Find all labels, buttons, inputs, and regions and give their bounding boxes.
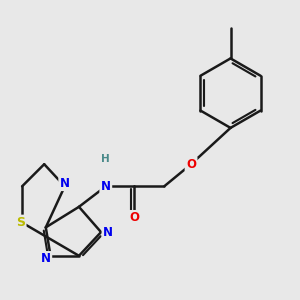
Text: N: N [103, 226, 113, 238]
Text: O: O [186, 158, 196, 171]
Text: S: S [16, 216, 25, 229]
Text: N: N [41, 252, 51, 266]
Text: N: N [60, 177, 70, 190]
Text: H: H [101, 154, 110, 164]
Text: N: N [101, 180, 111, 193]
Text: O: O [129, 212, 139, 224]
